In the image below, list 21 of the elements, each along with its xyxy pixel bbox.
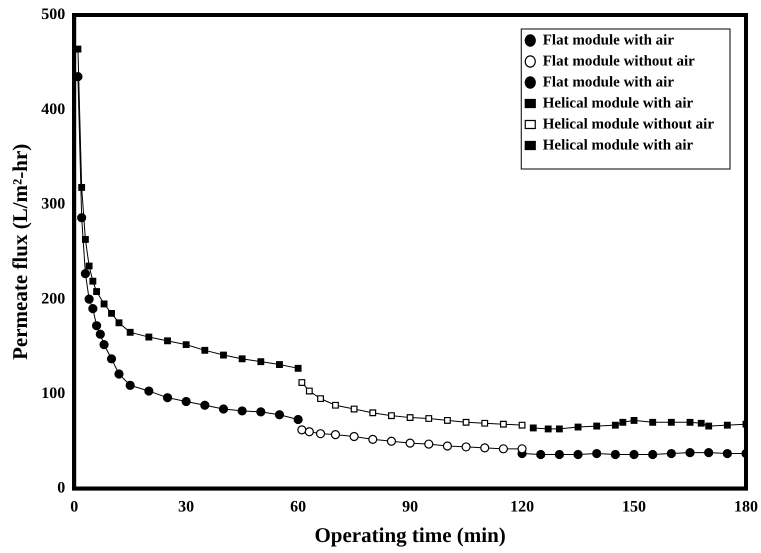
legend-label: Helical module with air bbox=[542, 137, 694, 154]
legend-label: Flat module with air bbox=[542, 74, 674, 90]
x-tick-label: 90 bbox=[402, 498, 418, 516]
y-axis-title: Permeate flux (L/m²-hr) bbox=[8, 144, 32, 360]
x-axis-title: Operating time (min) bbox=[314, 522, 506, 547]
x-tick-label: 0 bbox=[70, 498, 78, 516]
x-tick-label: 180 bbox=[734, 498, 758, 516]
y-tick-label: 100 bbox=[41, 385, 66, 402]
x-tick-label: 30 bbox=[178, 498, 194, 516]
y-tick-label: 300 bbox=[41, 196, 66, 213]
legend-label: Flat module without air bbox=[542, 53, 696, 70]
legend-label: Helical module without air bbox=[542, 116, 714, 132]
x-tick-label: 60 bbox=[290, 498, 306, 516]
y-tick-label: 500 bbox=[41, 6, 66, 24]
y-tick-label: 0 bbox=[57, 480, 66, 497]
legend-label: Flat module with air bbox=[542, 32, 674, 48]
x-tick-label: 120 bbox=[510, 498, 534, 516]
y-tick-label: 400 bbox=[41, 100, 66, 118]
legend-label: Helical module with air bbox=[542, 95, 694, 112]
y-tick-label: 200 bbox=[41, 290, 66, 308]
x-tick-label: 150 bbox=[622, 498, 646, 516]
